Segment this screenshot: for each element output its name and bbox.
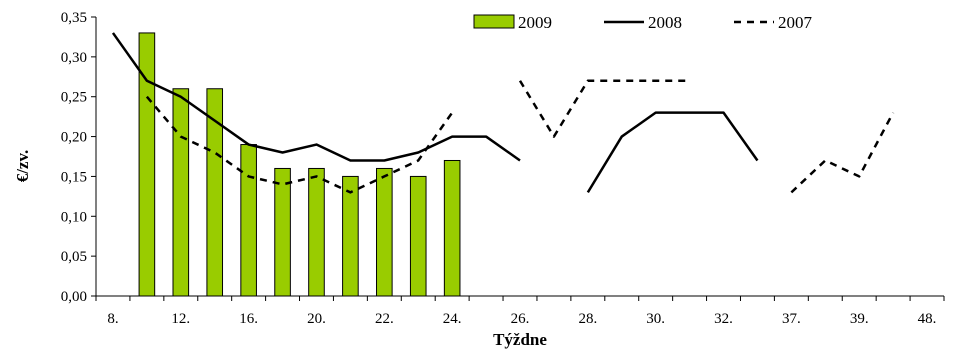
- lines: [111, 32, 895, 194]
- y-tick-label: 0,00: [61, 289, 87, 305]
- bar-2009: [138, 32, 156, 297]
- x-tick-label: 28.: [578, 311, 597, 327]
- y-tick-label: 0,10: [61, 209, 87, 225]
- line-2007: [790, 112, 895, 194]
- y-tick-label: 0,20: [61, 130, 87, 146]
- y-axis-title: €/zv.: [13, 150, 32, 183]
- line-2008: [586, 111, 759, 194]
- legend: 2009 2008 2007: [473, 13, 813, 32]
- x-tick-label: 32.: [714, 311, 733, 327]
- x-tick-label: 24.: [443, 311, 462, 327]
- bar-2009: [206, 88, 224, 297]
- x-tick-label: 8.: [107, 311, 118, 327]
- x-tick-label: 26.: [511, 311, 530, 327]
- plot-area: [95, 17, 944, 297]
- line-2007: [145, 95, 454, 194]
- bar-2009: [409, 175, 427, 297]
- legend-label-2009: 2009: [518, 13, 552, 32]
- x-tick-label: 22.: [375, 311, 394, 327]
- legend-label-2008: 2008: [648, 13, 682, 32]
- bar-2009: [240, 144, 257, 297]
- line-2008: [111, 32, 521, 162]
- bar-2009: [342, 175, 359, 297]
- x-tick-label: 48.: [918, 311, 937, 327]
- legend-label-2007: 2007: [778, 13, 813, 32]
- x-tick-label: 16.: [239, 311, 258, 327]
- legend-swatch-2009: [473, 14, 515, 29]
- x-tick-label: 37.: [782, 311, 801, 327]
- x-tick-label: 20.: [307, 311, 326, 327]
- bar-2009: [274, 167, 291, 297]
- x-ticks: 8. 12. 16. 20. 22. 24. 26. 28. 30. 32. 37. 39. 48.: [95, 296, 945, 327]
- bars-2009: [138, 32, 461, 297]
- x-tick-label: 30.: [646, 311, 665, 327]
- bar-2009: [376, 167, 393, 297]
- line-2007: [518, 79, 690, 138]
- bar-2009: [308, 167, 325, 297]
- bar-2009: [443, 159, 461, 297]
- bar-2009: [172, 88, 190, 297]
- x-tick-label: 39.: [850, 311, 869, 327]
- y-tick-label: 0,25: [61, 90, 87, 106]
- y-ticks: 0,00 0,05 0,10 0,15 0,20 0,25 0,30 0,35: [61, 10, 96, 305]
- y-tick-label: 0,05: [61, 249, 87, 265]
- y-tick-label: 0,35: [61, 10, 87, 26]
- x-axis-title: Týždne: [493, 330, 547, 349]
- y-tick-label: 0,30: [61, 50, 87, 66]
- x-tick-label: 12.: [171, 311, 190, 327]
- y-tick-label: 0,15: [61, 169, 87, 185]
